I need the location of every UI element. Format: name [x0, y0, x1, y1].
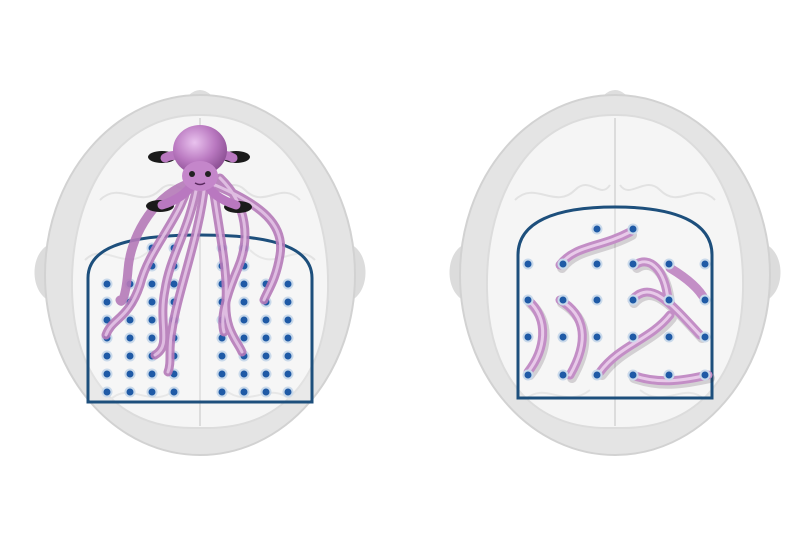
electrode-contact — [285, 299, 292, 306]
electrode-contact — [263, 317, 270, 324]
electrode-contact — [104, 299, 111, 306]
electrode-contact — [702, 297, 709, 304]
electrode-contact — [630, 261, 637, 268]
electrode-contact — [127, 317, 134, 324]
electrode-contact — [630, 226, 637, 233]
electrode-contact — [149, 335, 156, 342]
electrode-contact — [630, 334, 637, 341]
electrode-contact — [104, 389, 111, 396]
electrode-contact — [525, 334, 532, 341]
electrode-contact — [594, 261, 601, 268]
electrode-contact — [702, 261, 709, 268]
electrode-contact — [285, 353, 292, 360]
electrode-contact — [630, 372, 637, 379]
electrode-contact — [666, 297, 673, 304]
electrode-contact — [104, 353, 111, 360]
electrode-contact — [525, 297, 532, 304]
electrode-contact — [560, 297, 567, 304]
electrode-contact — [666, 334, 673, 341]
electrode-contact — [241, 317, 248, 324]
electrode-contact — [171, 281, 178, 288]
electrode-contact — [241, 335, 248, 342]
electrode-contact — [285, 335, 292, 342]
electrode-contact — [219, 371, 226, 378]
electrode-contact — [171, 389, 178, 396]
electrode-contact — [149, 371, 156, 378]
electrode-contact — [702, 372, 709, 379]
electrode-contact — [594, 372, 601, 379]
electrode-contact — [127, 353, 134, 360]
right-panel — [450, 90, 781, 455]
electrode-contact — [241, 281, 248, 288]
electrode-contact — [666, 261, 673, 268]
electrode-contact — [630, 297, 637, 304]
electrode-contact — [560, 372, 567, 379]
electrode-contact — [285, 389, 292, 396]
electrode-contact — [525, 261, 532, 268]
electrode-contact — [241, 299, 248, 306]
electrode-contact — [149, 281, 156, 288]
electrode-contact — [594, 334, 601, 341]
electrode-contact — [263, 353, 270, 360]
electrode-contact — [285, 371, 292, 378]
electrode-contact — [285, 317, 292, 324]
electrode-contact — [104, 371, 111, 378]
electrode-contact — [219, 353, 226, 360]
electrode-contact — [127, 371, 134, 378]
electrode-contact — [263, 335, 270, 342]
electrode-contact — [149, 299, 156, 306]
electrode-contact — [127, 335, 134, 342]
electrode-contact — [525, 372, 532, 379]
electrode-contact — [241, 371, 248, 378]
electrode-contact — [285, 281, 292, 288]
electrode-contact — [560, 261, 567, 268]
electrode-contact — [560, 334, 567, 341]
electrode-contact — [149, 317, 156, 324]
electrode-contact — [104, 281, 111, 288]
electrode-contact — [127, 389, 134, 396]
electrode-contact — [241, 389, 248, 396]
electrode-contact — [263, 389, 270, 396]
electrode-contact — [702, 334, 709, 341]
electrode-contact — [594, 297, 601, 304]
left-panel — [35, 90, 366, 455]
electrode-contact — [263, 371, 270, 378]
electrode-contact — [219, 389, 226, 396]
electrode-contact — [149, 389, 156, 396]
electrode-contact — [594, 226, 601, 233]
electrode-contact — [666, 372, 673, 379]
